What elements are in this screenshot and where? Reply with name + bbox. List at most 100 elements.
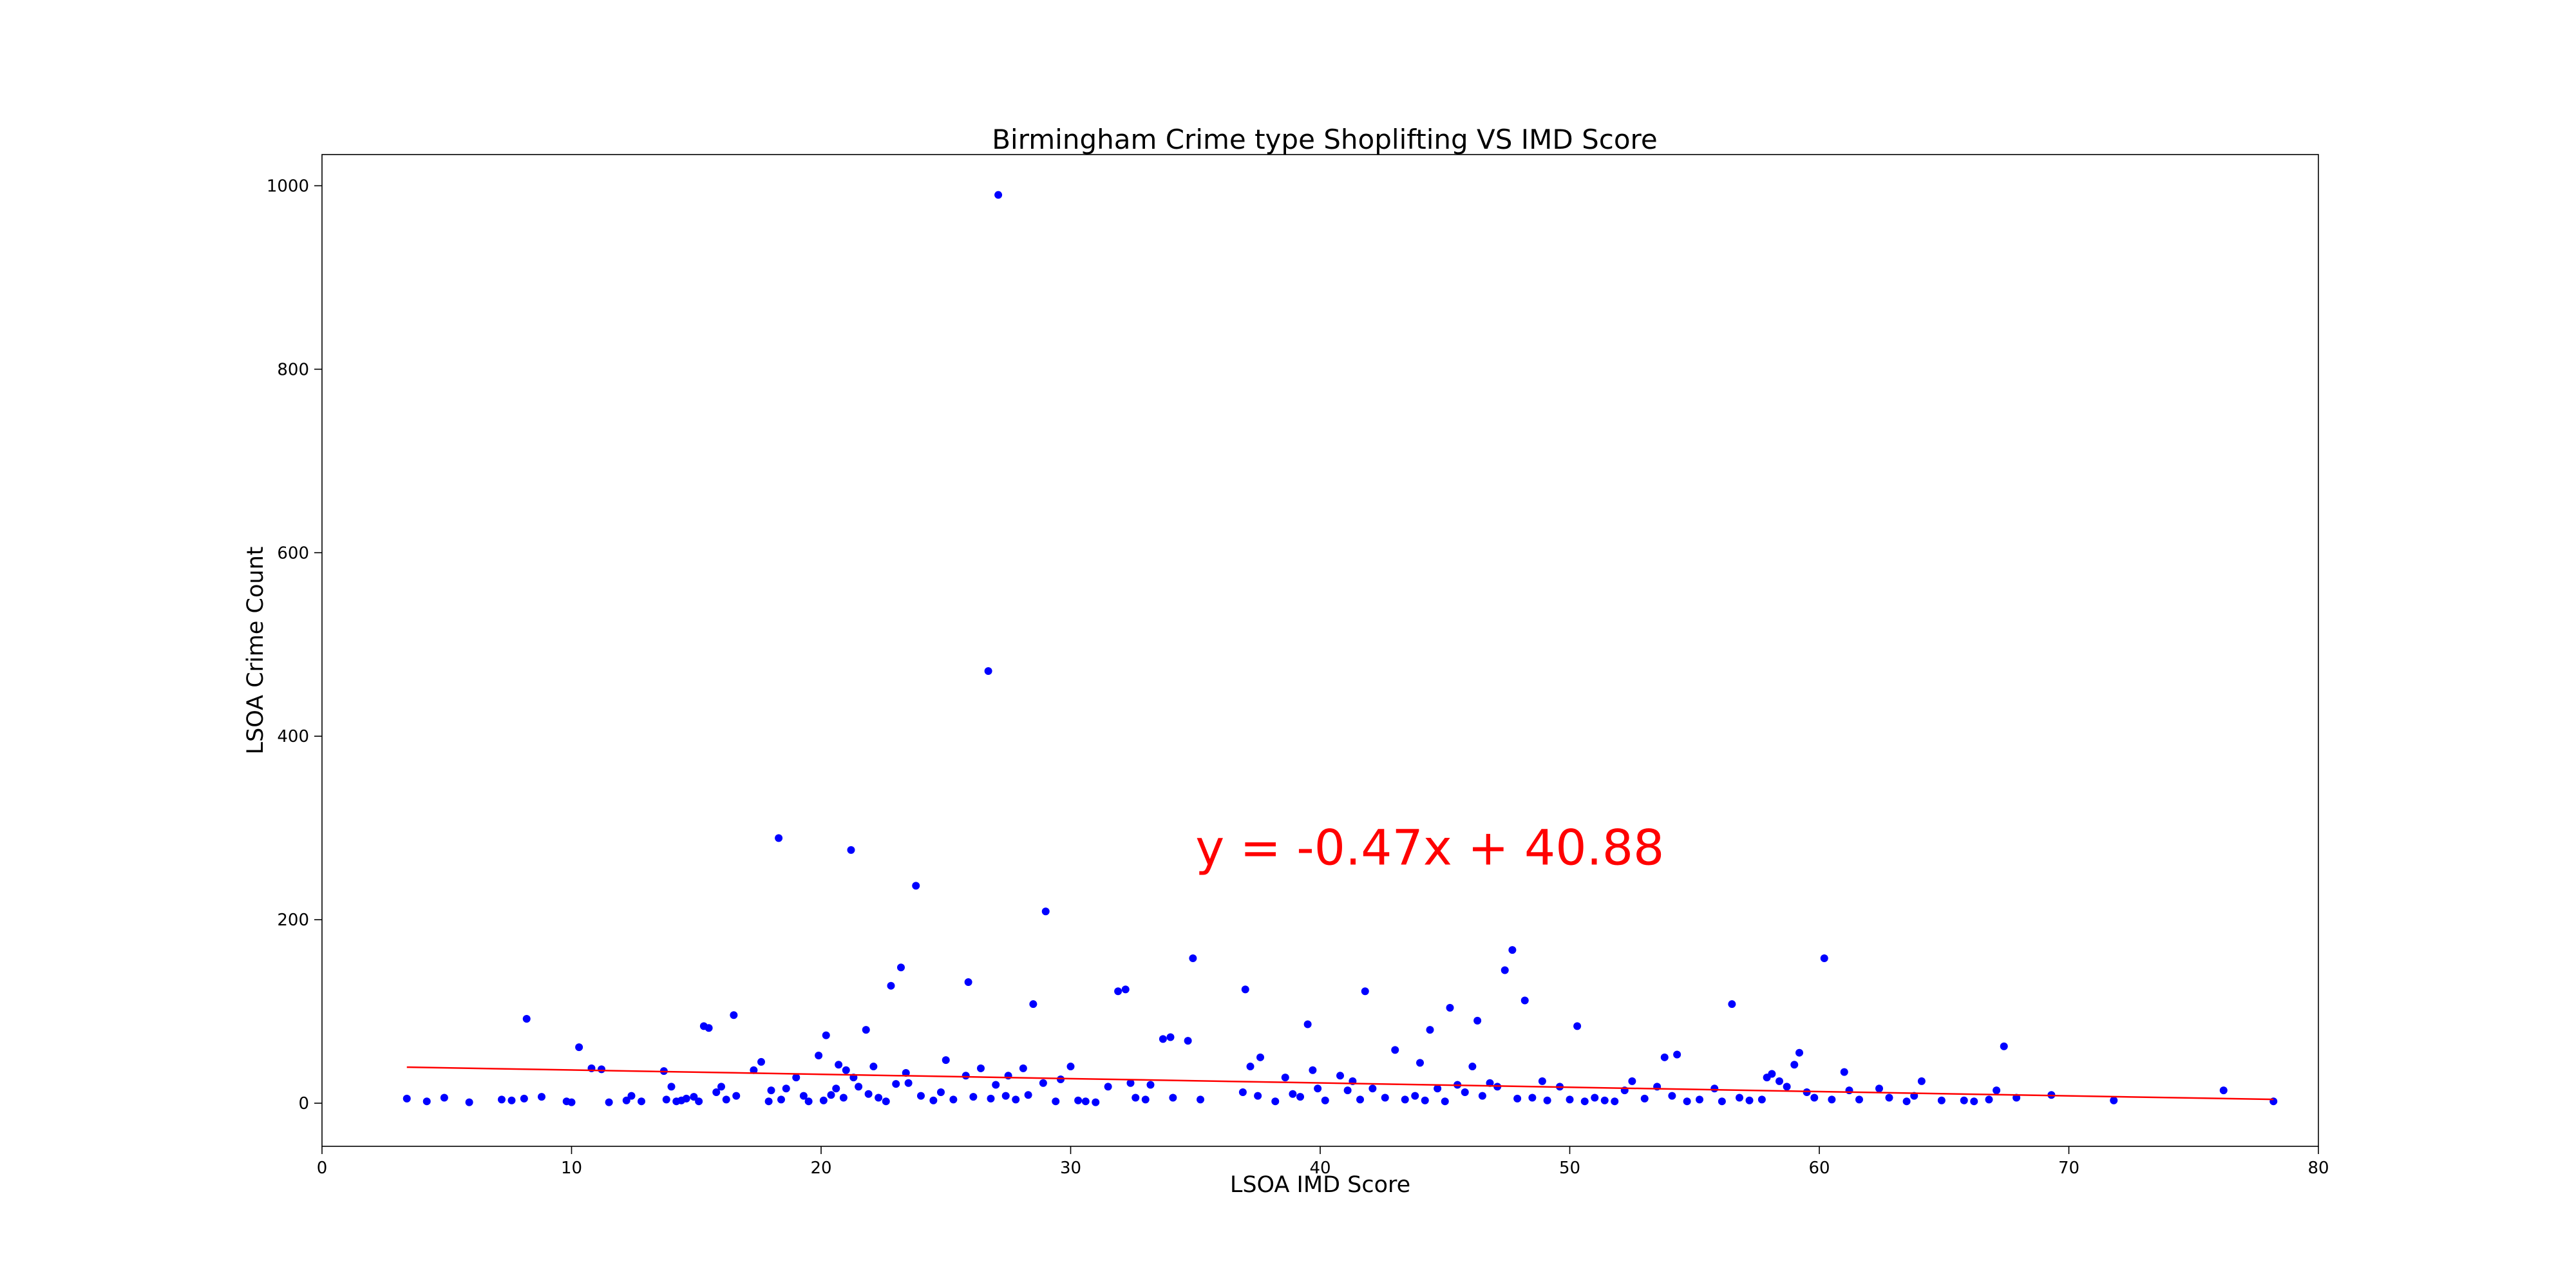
data-point (1543, 1096, 1551, 1104)
data-point (875, 1094, 883, 1102)
data-point (1321, 1096, 1329, 1104)
data-point (1757, 1095, 1766, 1104)
data-point (1343, 1086, 1352, 1095)
data-point (827, 1091, 835, 1099)
data-point (1520, 996, 1529, 1005)
y-tick-label: 600 (277, 544, 309, 563)
y-tick-label: 200 (277, 911, 309, 930)
chart-title: Birmingham Crime type Shoplifting VS IMD… (992, 124, 1658, 155)
x-axis-label: LSOA IMD Score (1230, 1172, 1410, 1198)
data-point (1336, 1072, 1344, 1080)
data-point (1074, 1096, 1083, 1104)
data-point (1126, 1079, 1135, 1087)
data-point (1993, 1086, 2001, 1095)
data-point (994, 191, 1003, 199)
x-axis: 0 10 20 30 40 50 60 70 80 (317, 1146, 2329, 1178)
data-point (1668, 1092, 1676, 1100)
y-tick-label: 400 (277, 727, 309, 746)
data-point (667, 1083, 676, 1091)
x-tick-label: 0 (317, 1159, 328, 1178)
data-point (1776, 1077, 1783, 1085)
data-point (627, 1092, 636, 1100)
data-point (1461, 1088, 1469, 1096)
data-point (1728, 1000, 1736, 1009)
data-point (1478, 1092, 1486, 1100)
data-point (2219, 1086, 2228, 1095)
data-point (520, 1094, 528, 1103)
data-point (1473, 1016, 1482, 1025)
data-point (440, 1094, 448, 1102)
data-point (1303, 1020, 1312, 1028)
plot-area-frame (321, 154, 2319, 1147)
data-point (1855, 1095, 1863, 1104)
data-point (638, 1097, 645, 1106)
data-point (522, 1014, 531, 1023)
data-point (864, 1090, 873, 1098)
data-point (1937, 1096, 1946, 1104)
data-point (1041, 907, 1050, 916)
data-point (1803, 1088, 1811, 1096)
data-point (1960, 1096, 1968, 1104)
data-point (1441, 1097, 1449, 1106)
data-point (1141, 1095, 1150, 1104)
data-point (949, 1095, 958, 1104)
data-point (862, 1026, 870, 1034)
data-point (977, 1064, 985, 1072)
data-point (1902, 1097, 1911, 1106)
data-point (1468, 1063, 1477, 1071)
data-point (1660, 1053, 1669, 1061)
data-point (1246, 1063, 1255, 1071)
data-point (705, 1024, 713, 1032)
data-point (1314, 1084, 1322, 1093)
data-point (1840, 1068, 1848, 1076)
data-point (1184, 1037, 1192, 1045)
data-point (465, 1098, 473, 1106)
x-tick-label: 10 (561, 1159, 582, 1178)
data-point (695, 1097, 703, 1106)
data-point (1820, 954, 1828, 962)
data-point (1241, 985, 1249, 994)
y-tick-label: 800 (277, 360, 309, 379)
data-point (804, 1097, 813, 1106)
data-point (1361, 987, 1369, 996)
data-point (992, 1081, 1000, 1089)
data-point (1640, 1094, 1649, 1103)
data-point (1159, 1035, 1167, 1043)
data-point (942, 1056, 950, 1065)
data-point (1538, 1077, 1546, 1085)
x-tick-label: 50 (1559, 1159, 1580, 1178)
data-point (682, 1094, 690, 1103)
data-point (887, 981, 895, 990)
y-tick-label: 0 (298, 1094, 309, 1113)
data-point (1434, 1084, 1442, 1093)
data-point (1019, 1064, 1027, 1072)
data-point (1970, 1097, 1978, 1106)
x-tick-label: 20 (810, 1159, 831, 1178)
data-point (730, 1011, 738, 1019)
data-point (1391, 1046, 1399, 1054)
data-point (1146, 1081, 1155, 1089)
data-point (712, 1088, 721, 1096)
data-point (1001, 1092, 1010, 1100)
data-point (1783, 1083, 1791, 1091)
data-point (1368, 1084, 1377, 1093)
data-point (1066, 1063, 1075, 1071)
data-point (987, 1094, 995, 1103)
data-point (892, 1080, 900, 1088)
data-point (1114, 987, 1122, 996)
data-point (1024, 1091, 1032, 1099)
data-point (1513, 1094, 1522, 1103)
data-point (929, 1096, 938, 1104)
data-point (839, 1094, 848, 1102)
data-point (1057, 1075, 1065, 1084)
data-point (767, 1086, 775, 1095)
data-point (1104, 1083, 1112, 1091)
data-point (1875, 1084, 1883, 1093)
data-point (1081, 1097, 1090, 1106)
data-point (1736, 1094, 1743, 1102)
data-point (1600, 1096, 1609, 1104)
data-point (1309, 1066, 1317, 1074)
x-tick-label: 60 (1808, 1159, 1830, 1178)
y-axis-label: LSOA Crime Count (243, 547, 269, 755)
data-point (1486, 1079, 1494, 1087)
